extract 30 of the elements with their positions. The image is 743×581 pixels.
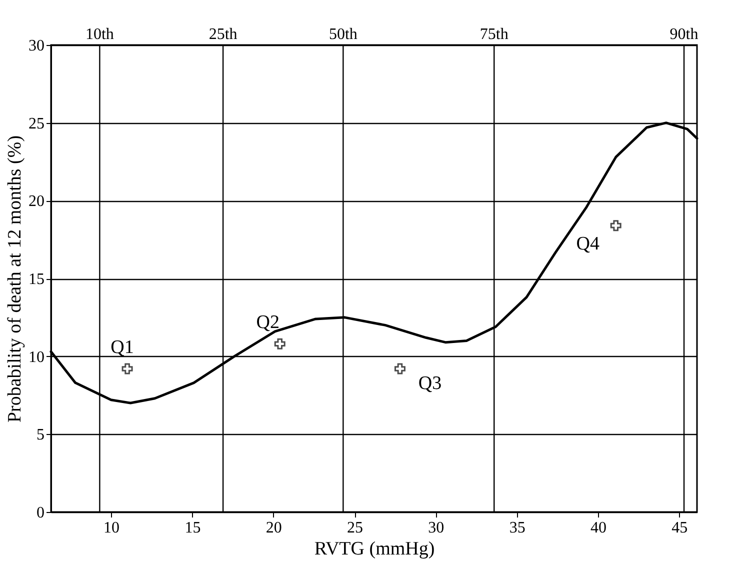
point [122,363,133,374]
x-tick-label: 30 [428,520,444,536]
x-tick-label: 45 [672,520,688,536]
x-tick-label: 20 [266,520,282,536]
point [274,338,286,350]
y-tick-label: 20 [28,193,44,210]
x-tick-label: 25 [347,520,364,536]
y-tick-label: 5 [36,426,44,444]
data-label: Q4 [576,234,600,255]
y-tick-label: 15 [28,271,44,288]
y-tick-label: 10 [28,348,44,366]
y-tick-label: 0 [36,504,44,522]
ref-line-label: 90th [670,26,698,43]
data-label: Q2 [256,312,280,333]
ref-line-label: 10th [85,26,114,43]
data-label: Q1 [110,336,134,358]
point [610,220,622,232]
x-axis-title: RVTG (mmHg) [314,538,435,560]
y-tick-label: 30 [28,38,44,54]
data-label: Q3 [418,372,442,394]
ref-line-label: 75th [480,26,508,43]
x-tick-label: 35 [509,520,526,536]
x-tick-label: 10 [104,520,120,536]
x-tick-label: 40 [590,520,606,536]
y-axis-title: Probability of death at 12 months (%) [4,135,26,423]
y-tick-label: 25 [28,115,44,132]
point [394,363,406,374]
ref-line-label: 25th [208,26,238,43]
ref-line-label: 50th [328,26,358,43]
x-tick-label: 15 [184,520,201,536]
